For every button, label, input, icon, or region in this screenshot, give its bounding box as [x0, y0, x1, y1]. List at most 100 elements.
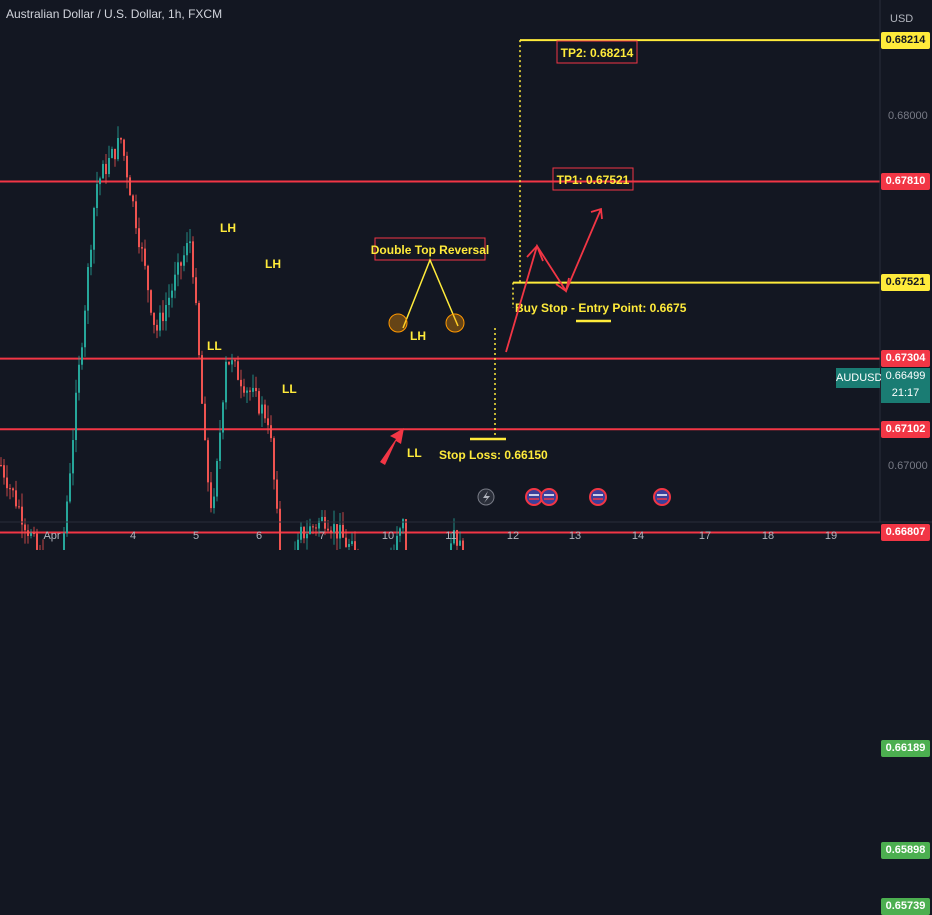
candle-body — [36, 534, 38, 550]
candle-body — [336, 524, 338, 538]
candle-body — [204, 404, 206, 440]
swing-label: LH — [410, 329, 426, 343]
candle-body — [63, 533, 65, 550]
candle — [201, 351, 203, 404]
candle-body — [237, 361, 239, 380]
candle — [342, 512, 344, 538]
candle — [213, 488, 215, 513]
candle — [39, 545, 41, 550]
candle — [255, 377, 257, 397]
buy-stop-label: Buy Stop - Entry Point: 0.6675 — [515, 301, 687, 315]
candle-body — [87, 267, 89, 311]
candle-body — [153, 313, 155, 325]
time-tick-label: 4 — [130, 530, 136, 542]
candle-body — [141, 247, 143, 248]
time-tick-label: 7 — [319, 530, 325, 542]
candle — [264, 400, 266, 423]
candle-body — [24, 525, 26, 531]
candle — [126, 152, 128, 189]
candle-body — [264, 405, 266, 419]
candle-body — [69, 473, 71, 501]
candle — [246, 387, 248, 403]
candle-body — [30, 533, 32, 536]
time-tick-label: 18 — [762, 530, 774, 542]
candle — [114, 149, 116, 167]
double-top-label: Double Top Reversal — [371, 243, 489, 257]
candle-body — [120, 138, 122, 140]
candle — [222, 400, 224, 439]
candle-body — [345, 538, 347, 547]
candle — [177, 253, 179, 286]
candle-body — [129, 177, 131, 195]
candle — [309, 519, 311, 535]
candle-body — [207, 440, 209, 482]
candle-body — [210, 482, 212, 508]
swing-label: LL — [207, 339, 222, 353]
candle-body — [117, 138, 119, 159]
price-box-resistance-3: 0.67102 — [881, 421, 930, 438]
candle — [6, 465, 8, 496]
candle — [183, 246, 185, 271]
swing-label: LH — [220, 221, 236, 235]
candle-body — [315, 527, 317, 528]
candle — [69, 463, 71, 503]
candle — [123, 139, 125, 161]
candle — [273, 436, 275, 489]
time-tick-label: 11 — [445, 530, 456, 542]
candle — [204, 397, 206, 441]
candle — [315, 524, 317, 536]
candle — [303, 526, 305, 543]
candle — [459, 531, 461, 546]
us-flag-icon — [654, 489, 670, 505]
candle-body — [81, 347, 83, 364]
time-tick-label: 10 — [382, 530, 394, 542]
candle-body — [66, 502, 68, 534]
candle-body — [180, 262, 182, 265]
last-price: 0.66499 — [881, 368, 930, 385]
candle — [192, 236, 194, 284]
candle — [180, 261, 182, 279]
candle-body — [159, 313, 161, 331]
candle — [18, 500, 20, 510]
candle — [348, 539, 350, 550]
candle-body — [270, 425, 272, 438]
candle-body — [114, 149, 116, 159]
candle — [120, 137, 122, 143]
candle-body — [201, 355, 203, 404]
candle — [351, 533, 353, 546]
candle-body — [246, 391, 248, 393]
time-tick-label: 13 — [569, 530, 581, 542]
candle — [228, 361, 230, 365]
candle — [270, 415, 272, 442]
candle-countdown: 21:17 — [881, 385, 930, 402]
price-box-support-2: 0.65898 — [881, 842, 930, 859]
candle-body — [102, 164, 104, 178]
candle — [276, 471, 278, 513]
candle-body — [333, 524, 335, 532]
candle — [225, 356, 227, 409]
candle-body — [228, 362, 230, 365]
candle-body — [402, 519, 404, 528]
candle — [216, 459, 218, 502]
candle-body — [18, 506, 20, 507]
price-box-resistance-4: 0.66807 — [881, 524, 930, 541]
price-box-support-3: 0.65739 — [881, 898, 930, 915]
time-tick-label: 5 — [193, 530, 199, 542]
swing-label: LH — [265, 257, 281, 271]
candle-body — [9, 488, 11, 489]
candle — [174, 262, 176, 298]
swing-label: LL — [282, 382, 297, 396]
candle — [402, 518, 404, 534]
price-box-support-1: 0.66189 — [881, 740, 930, 757]
candle-body — [186, 243, 188, 255]
chart-title: Australian Dollar / U.S. Dollar, 1h, FXC… — [6, 7, 222, 21]
candle-body — [90, 250, 92, 267]
time-tick-label: 17 — [699, 530, 711, 542]
candle-body — [216, 461, 218, 497]
candle-body — [219, 433, 221, 461]
candle-body — [147, 266, 149, 290]
candle-body — [132, 195, 134, 201]
candle-body — [342, 525, 344, 538]
